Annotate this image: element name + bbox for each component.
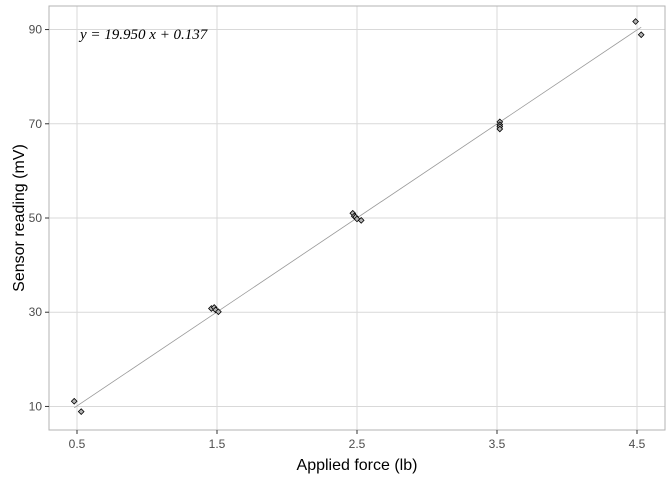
x-tick-label: 2.5 <box>349 437 366 451</box>
x-axis-title: Applied force (lb) <box>297 457 418 474</box>
x-tick-label: 0.5 <box>69 437 86 451</box>
y-tick-label: 70 <box>29 117 43 131</box>
y-tick-label: 90 <box>29 23 43 37</box>
x-tick-label: 4.5 <box>629 437 646 451</box>
y-axis-ticks: 10 30 50 70 90 <box>29 23 49 413</box>
data-point <box>496 125 504 133</box>
y-tick-label: 10 <box>29 399 43 413</box>
data-point <box>632 18 639 25</box>
grid-lines <box>49 6 665 430</box>
x-axis-ticks: 0.5 1.5 2.5 3.5 4.5 <box>69 430 646 451</box>
data-point <box>70 397 78 405</box>
data-point <box>353 215 361 223</box>
data-points <box>70 18 645 415</box>
data-point <box>77 408 85 415</box>
x-tick-label: 1.5 <box>209 437 226 451</box>
data-point <box>215 308 222 316</box>
x-tick-label: 3.5 <box>489 437 506 451</box>
data-point <box>637 31 645 39</box>
y-tick-label: 50 <box>29 211 43 225</box>
data-point <box>357 216 365 224</box>
y-tick-label: 30 <box>29 305 43 319</box>
regression-equation-label: y = 19.950 x + 0.137 <box>78 27 209 43</box>
y-axis-title: Sensor reading (mV) <box>11 144 28 292</box>
